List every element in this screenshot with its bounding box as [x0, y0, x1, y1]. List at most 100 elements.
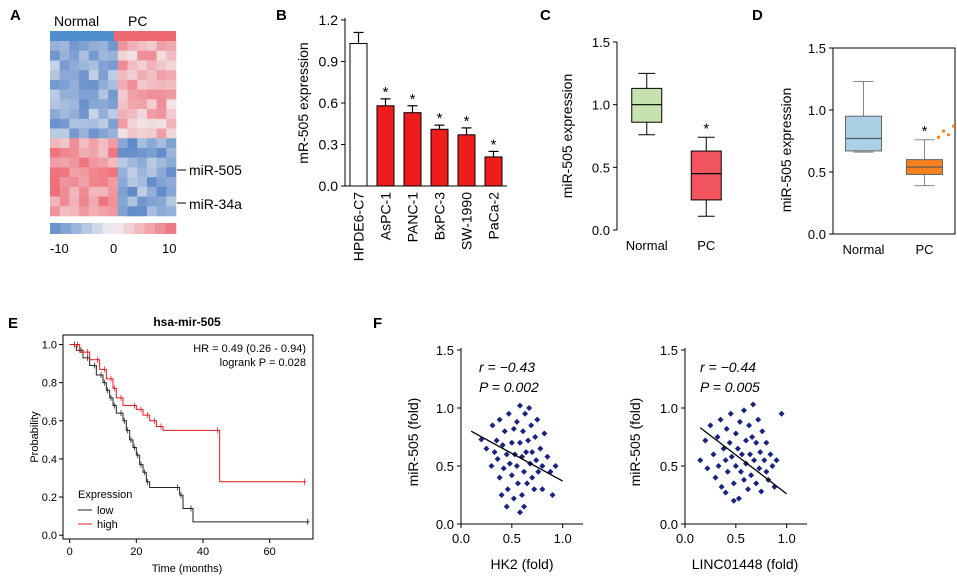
heatmap-cell — [127, 109, 138, 120]
heatmap-cell — [50, 89, 60, 100]
heatmap-cell — [117, 157, 128, 168]
colorbar-segment — [60, 223, 72, 234]
scatter-point — [501, 428, 508, 435]
heatmap-cell — [69, 99, 80, 110]
boxplot-c-panel: miR-505 expression 0.0 0.5 1.0 1.5 Normal * PC — [559, 35, 722, 253]
scatter-point — [732, 430, 739, 437]
scatter-point — [525, 437, 532, 444]
heatmap-cell — [50, 79, 60, 90]
heatmap-cell — [79, 70, 90, 81]
survival-xlabel: Time (months) — [152, 563, 223, 575]
heatmap-cell — [137, 157, 148, 168]
heatmap-cell — [79, 147, 90, 158]
heatmap-cell — [59, 128, 70, 139]
heatmap-cell — [166, 167, 177, 178]
heatmap-cell — [117, 89, 128, 100]
scatter-point — [745, 486, 752, 493]
scatter-point — [529, 474, 536, 481]
scatter-point — [493, 437, 500, 444]
scatter-y-tick-label: 1.5 — [660, 343, 678, 358]
scatter-point — [521, 503, 528, 510]
colorbar-segment — [144, 223, 156, 234]
scatter-point — [732, 463, 739, 469]
scatter-hk2-xlabel: HK2 (fold) — [490, 556, 553, 572]
heatmap-cell — [156, 206, 167, 217]
heatmap-cell — [108, 99, 119, 110]
scatter-point — [710, 451, 717, 458]
heatmap-cell — [88, 147, 99, 158]
heatmap-cell — [146, 50, 157, 61]
box-significance: * — [922, 123, 928, 140]
heatmap-cell — [137, 196, 148, 207]
heatmap-cell — [98, 70, 109, 81]
bar — [457, 134, 476, 187]
heatmap-cell — [108, 89, 119, 100]
heatmap-pc-bar — [114, 31, 176, 41]
heatmap-cell — [146, 60, 157, 71]
box-y-tick-label: 1.5 — [808, 41, 826, 56]
colorbar-segment — [102, 223, 114, 234]
heatmap-cell — [117, 70, 128, 81]
heatmap-cell — [50, 206, 60, 217]
survival-y-tick-label: 0.6 — [42, 416, 57, 428]
scatter-point — [526, 405, 533, 411]
colorbar-segment — [71, 223, 82, 234]
heatmap-cell — [59, 109, 70, 120]
heatmap-cell — [50, 147, 60, 158]
scatter-point — [516, 509, 523, 516]
heatmap-cell — [137, 138, 148, 149]
heatmap-cell — [88, 89, 99, 100]
box-y-tick-label: 0.5 — [808, 165, 826, 180]
heatmap-cell — [88, 196, 99, 207]
survival-y-tick-label: 0.4 — [42, 454, 57, 466]
scatter-point — [508, 439, 515, 446]
box-y-tick-label: 1.0 — [808, 103, 826, 118]
scatter-linc-r: r = −0.44 — [700, 359, 756, 375]
scatter-fit-line — [470, 430, 563, 482]
scatter-y-tick-label: 0.0 — [660, 517, 678, 532]
heatmap-cell — [137, 177, 148, 188]
heatmap-cell — [108, 50, 119, 61]
scatter-point — [491, 449, 498, 456]
heatmap-cell — [50, 186, 60, 197]
heatmap-cell — [117, 109, 128, 120]
heatmap-cell — [98, 60, 109, 71]
survival-plot-frame — [62, 334, 314, 540]
scatter-point — [722, 489, 729, 496]
heatmap-cell — [88, 60, 99, 71]
heatmap-cell — [79, 157, 90, 168]
bar-category-label: AsPC-1 — [378, 192, 394, 240]
heatmap-cell — [88, 157, 99, 168]
scatter-point — [751, 457, 758, 464]
colorbar-segment — [113, 223, 124, 234]
scatter-point — [704, 465, 711, 472]
heatmap-cell — [146, 167, 157, 178]
heatmap-cell — [50, 196, 60, 207]
scatter-linc-xlabel: LINC01448 (fold) — [692, 556, 799, 572]
scatter-point — [743, 437, 749, 444]
scatter-point — [499, 442, 506, 449]
panel-label-e: E — [8, 315, 18, 332]
scatter-point — [722, 457, 729, 464]
heatmap-cell — [98, 167, 109, 178]
heatmap-cell — [59, 118, 70, 129]
heatmap-cell — [117, 147, 128, 158]
heatmap-cell — [98, 196, 109, 207]
heatmap-cell — [117, 167, 128, 178]
scatter-hk2-plot: 0.0 0.5 1.0 1.5 0.0 0.5 1.0 — [436, 343, 583, 546]
heatmap-cell — [117, 41, 128, 52]
heatmap-cell — [117, 206, 128, 217]
heatmap-cell — [108, 60, 119, 71]
heatmap-cell — [69, 177, 80, 188]
panel-label-d: D — [752, 7, 763, 24]
heatmap-cell — [146, 157, 157, 168]
heatmap-cell — [166, 118, 177, 129]
heatmap-cell — [166, 196, 177, 207]
scatter-point — [500, 465, 507, 472]
heatmap-cell — [108, 147, 119, 158]
scatter-point — [723, 425, 730, 432]
heatmap-cell — [59, 196, 70, 207]
bar-category-label: SW-1990 — [459, 192, 475, 250]
colorbar-segment — [92, 223, 103, 234]
scatter-point — [496, 416, 503, 423]
